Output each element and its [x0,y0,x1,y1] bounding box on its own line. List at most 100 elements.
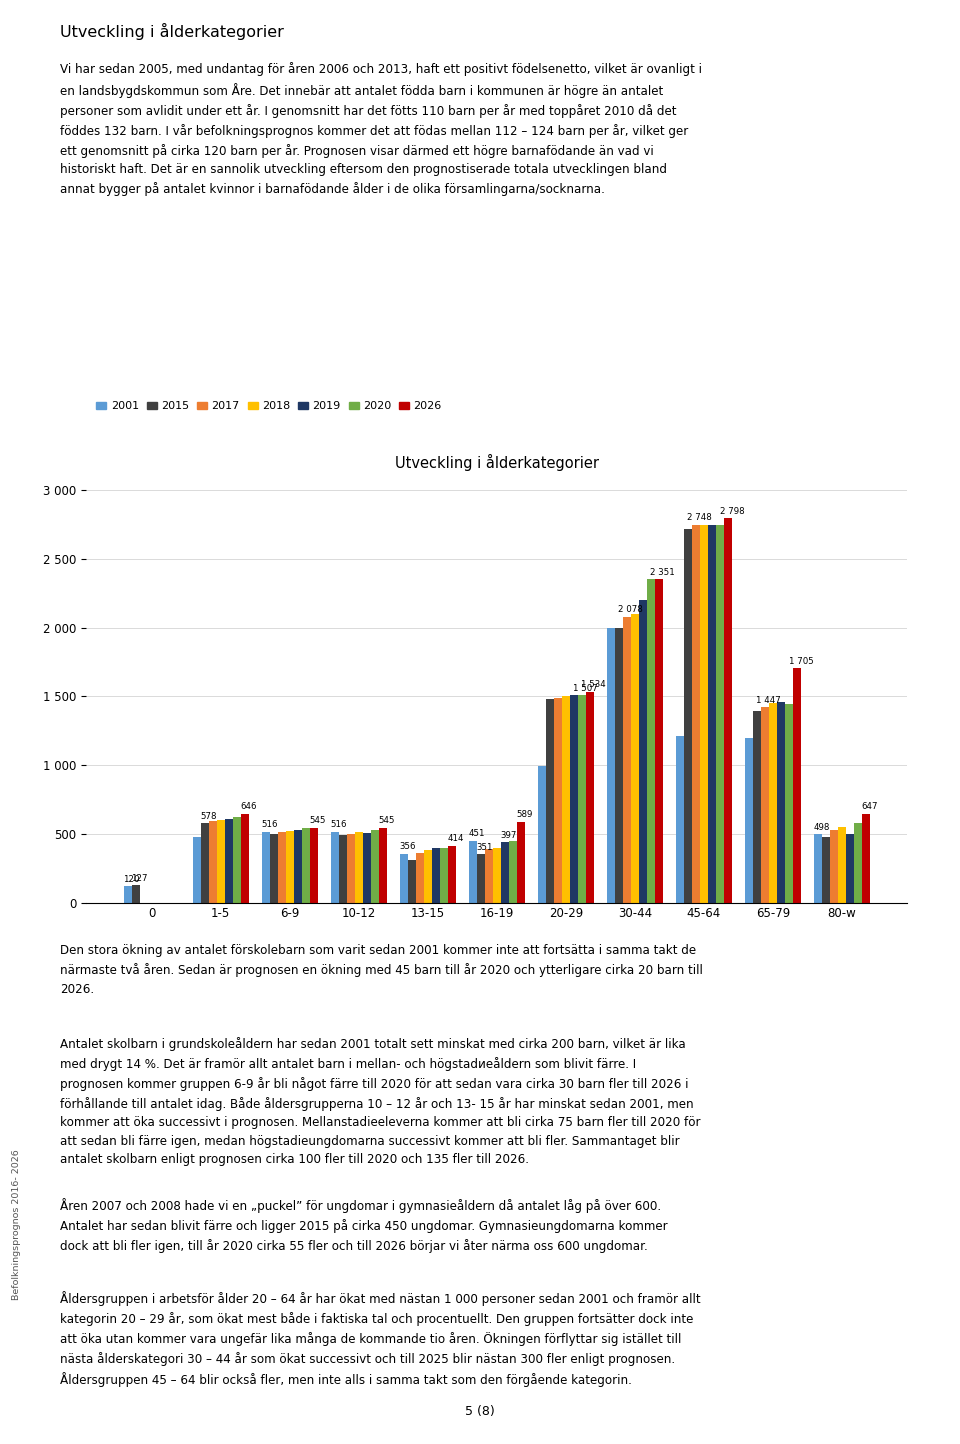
Text: 127: 127 [132,874,148,882]
Bar [769,703,777,902]
Bar [225,819,232,902]
Bar [432,848,440,902]
Bar [492,848,501,902]
Bar [516,822,525,902]
Bar [538,767,546,902]
Bar [586,692,594,902]
Text: 1 507: 1 507 [573,684,598,693]
Bar [692,524,700,902]
Bar [578,696,586,902]
Bar [477,855,485,902]
Bar [829,830,838,902]
Bar [761,708,769,902]
Text: 5 (8): 5 (8) [466,1405,494,1418]
Bar [416,853,423,902]
Text: 120: 120 [124,875,140,884]
Bar [822,836,829,902]
Bar [262,832,270,902]
Bar [614,628,623,902]
Text: 2 798: 2 798 [720,507,744,516]
Text: Åldersgruppen i arbetsför ålder 20 – 64 år har ökat med nästan 1 000 personer se: Åldersgruppen i arbetsför ålder 20 – 64 … [60,1291,701,1388]
Text: 646: 646 [241,803,257,812]
Text: 647: 647 [862,801,878,812]
Bar [294,830,301,902]
Text: 516: 516 [330,820,347,829]
Text: Befolkningsprognos 2016- 2026: Befolkningsprognos 2016- 2026 [12,1149,21,1300]
Text: 451: 451 [468,829,485,838]
Bar [241,814,249,902]
Bar [777,702,785,902]
Bar [193,838,201,902]
Bar [339,835,347,902]
Bar [785,703,793,902]
Text: 1 447: 1 447 [756,696,781,705]
Text: 356: 356 [399,842,416,851]
Text: 351: 351 [476,843,493,852]
Bar [232,817,241,902]
Bar [814,835,822,902]
Bar [301,829,310,902]
Text: 578: 578 [201,812,217,820]
Text: Antalet skolbarn i grundskoleåldern har sedan 2001 totalt sett minskat med cirka: Antalet skolbarn i grundskoleåldern har … [60,1037,701,1167]
Bar [423,851,432,902]
Text: 589: 589 [516,810,533,819]
Text: 516: 516 [261,820,278,829]
Bar [485,849,492,902]
Bar [638,601,647,902]
Bar [546,699,554,902]
Bar [846,833,853,902]
Text: 414: 414 [447,835,464,843]
Text: Den stora ökning av antalet förskolebarn som varit sedan 2001 kommer inte att fo: Den stora ökning av antalet förskolebarn… [60,944,704,996]
Text: 2 748: 2 748 [687,514,712,523]
Text: Vi har sedan 2005, med undantag för åren 2006 och 2013, haft ett positivt födels: Vi har sedan 2005, med undantag för åren… [60,62,703,196]
Bar [124,887,132,902]
Bar [132,885,140,902]
Bar [363,833,371,902]
Bar [676,736,684,902]
Bar [570,695,578,902]
Bar [745,738,753,902]
Bar [716,524,724,902]
Text: 545: 545 [378,816,396,825]
Bar [655,579,662,902]
Bar [371,830,379,902]
Bar [440,848,447,902]
Text: 397: 397 [500,830,517,839]
Bar [399,853,408,902]
Title: Utveckling i ålderkategorier: Utveckling i ålderkategorier [395,455,599,471]
Bar [838,827,846,902]
Bar [447,846,456,902]
Bar [853,823,862,902]
Bar [331,832,339,902]
Bar [208,822,217,902]
Text: Åren 2007 och 2008 hade vi en „puckel” för ungdomar i gymnasieåldern då antalet : Åren 2007 och 2008 hade vi en „puckel” f… [60,1199,668,1253]
Bar [501,842,509,902]
Bar [468,840,477,902]
Text: Utveckling i ålderkategorier: Utveckling i ålderkategorier [60,23,284,40]
Bar [623,617,631,902]
Bar [379,827,387,902]
Bar [684,529,692,902]
Bar [647,579,655,902]
Bar [753,712,761,902]
Bar [562,696,570,902]
Bar [286,832,294,902]
Bar [217,820,225,902]
Bar [347,833,355,902]
Bar [862,813,870,902]
Bar [554,697,562,902]
Legend: 2001, 2015, 2017, 2018, 2019, 2020, 2026: 2001, 2015, 2017, 2018, 2019, 2020, 2026 [92,397,446,416]
Text: 2 078: 2 078 [618,605,643,615]
Text: 2 351: 2 351 [651,567,675,578]
Bar [607,628,614,902]
Bar [700,524,708,902]
Bar [277,832,286,902]
Bar [708,524,716,902]
Bar [201,823,208,902]
Bar [793,669,801,902]
Bar [724,518,732,902]
Text: 498: 498 [814,823,830,832]
Bar [408,861,416,902]
Bar [631,614,638,902]
Text: 1 705: 1 705 [788,657,813,666]
